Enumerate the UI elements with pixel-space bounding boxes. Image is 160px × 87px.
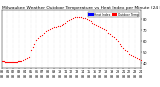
Point xyxy=(5,62,8,63)
Point xyxy=(128,53,131,54)
Point xyxy=(87,20,90,21)
Point xyxy=(51,27,53,29)
Point xyxy=(52,26,55,28)
Point xyxy=(140,59,142,61)
Point xyxy=(56,25,59,27)
Point xyxy=(95,24,98,25)
Point xyxy=(14,62,16,63)
Point xyxy=(49,29,51,30)
Point xyxy=(19,61,21,62)
Point xyxy=(43,32,45,33)
Point xyxy=(70,19,72,20)
Point xyxy=(33,43,36,44)
Point xyxy=(97,25,100,27)
Point xyxy=(85,19,88,20)
Point xyxy=(27,56,30,58)
Point xyxy=(114,38,117,40)
Point xyxy=(4,62,7,63)
Point xyxy=(74,16,76,18)
Point xyxy=(25,57,28,59)
Point xyxy=(76,16,78,18)
Point xyxy=(93,23,96,24)
Point xyxy=(58,25,61,27)
Point xyxy=(20,61,22,62)
Point xyxy=(120,45,123,46)
Point xyxy=(24,58,26,60)
Point xyxy=(60,24,63,25)
Point xyxy=(66,21,69,22)
Point xyxy=(62,23,65,24)
Point xyxy=(2,61,5,62)
Point xyxy=(35,40,38,41)
Point xyxy=(136,57,138,59)
Point xyxy=(84,17,86,19)
Point xyxy=(99,26,101,28)
Point xyxy=(6,62,9,63)
Point xyxy=(118,43,121,44)
Point xyxy=(17,61,19,62)
Point xyxy=(91,22,94,23)
Point xyxy=(47,30,49,31)
Point xyxy=(15,62,17,63)
Point xyxy=(31,46,34,48)
Point xyxy=(82,17,84,19)
Point xyxy=(41,34,44,35)
Point xyxy=(54,26,57,28)
Point xyxy=(116,41,119,42)
Point xyxy=(1,61,4,62)
Point xyxy=(107,32,109,33)
Point xyxy=(122,47,125,49)
Point xyxy=(89,21,92,22)
Point xyxy=(68,20,71,21)
Point xyxy=(130,54,132,55)
Point xyxy=(13,62,16,63)
Point xyxy=(134,56,136,58)
Point xyxy=(11,62,13,63)
Point xyxy=(64,22,67,23)
Point xyxy=(3,62,6,63)
Point xyxy=(78,16,80,18)
Point xyxy=(12,62,15,63)
Point xyxy=(112,36,115,38)
Point xyxy=(45,31,47,32)
Point xyxy=(39,35,42,37)
Point xyxy=(18,61,20,62)
Point xyxy=(7,62,10,63)
Point xyxy=(132,55,134,56)
Point xyxy=(10,62,12,63)
Point xyxy=(0,61,3,62)
Point xyxy=(16,62,18,63)
Text: Milwaukee Weather Outdoor Temperature vs Heat Index per Minute (24 Hours): Milwaukee Weather Outdoor Temperature vs… xyxy=(2,6,160,10)
Point xyxy=(37,37,40,39)
Point xyxy=(109,33,111,34)
Legend: Heat Index, Outdoor Temp: Heat Index, Outdoor Temp xyxy=(88,12,139,17)
Point xyxy=(103,29,105,30)
Point xyxy=(111,35,113,37)
Point xyxy=(101,27,103,29)
Point xyxy=(72,17,74,19)
Point xyxy=(105,30,107,31)
Point xyxy=(9,62,12,63)
Point xyxy=(8,62,11,63)
Point xyxy=(124,50,127,51)
Point xyxy=(29,50,32,51)
Point xyxy=(138,58,140,60)
Point xyxy=(126,51,128,52)
Point xyxy=(80,16,82,18)
Point xyxy=(22,59,24,61)
